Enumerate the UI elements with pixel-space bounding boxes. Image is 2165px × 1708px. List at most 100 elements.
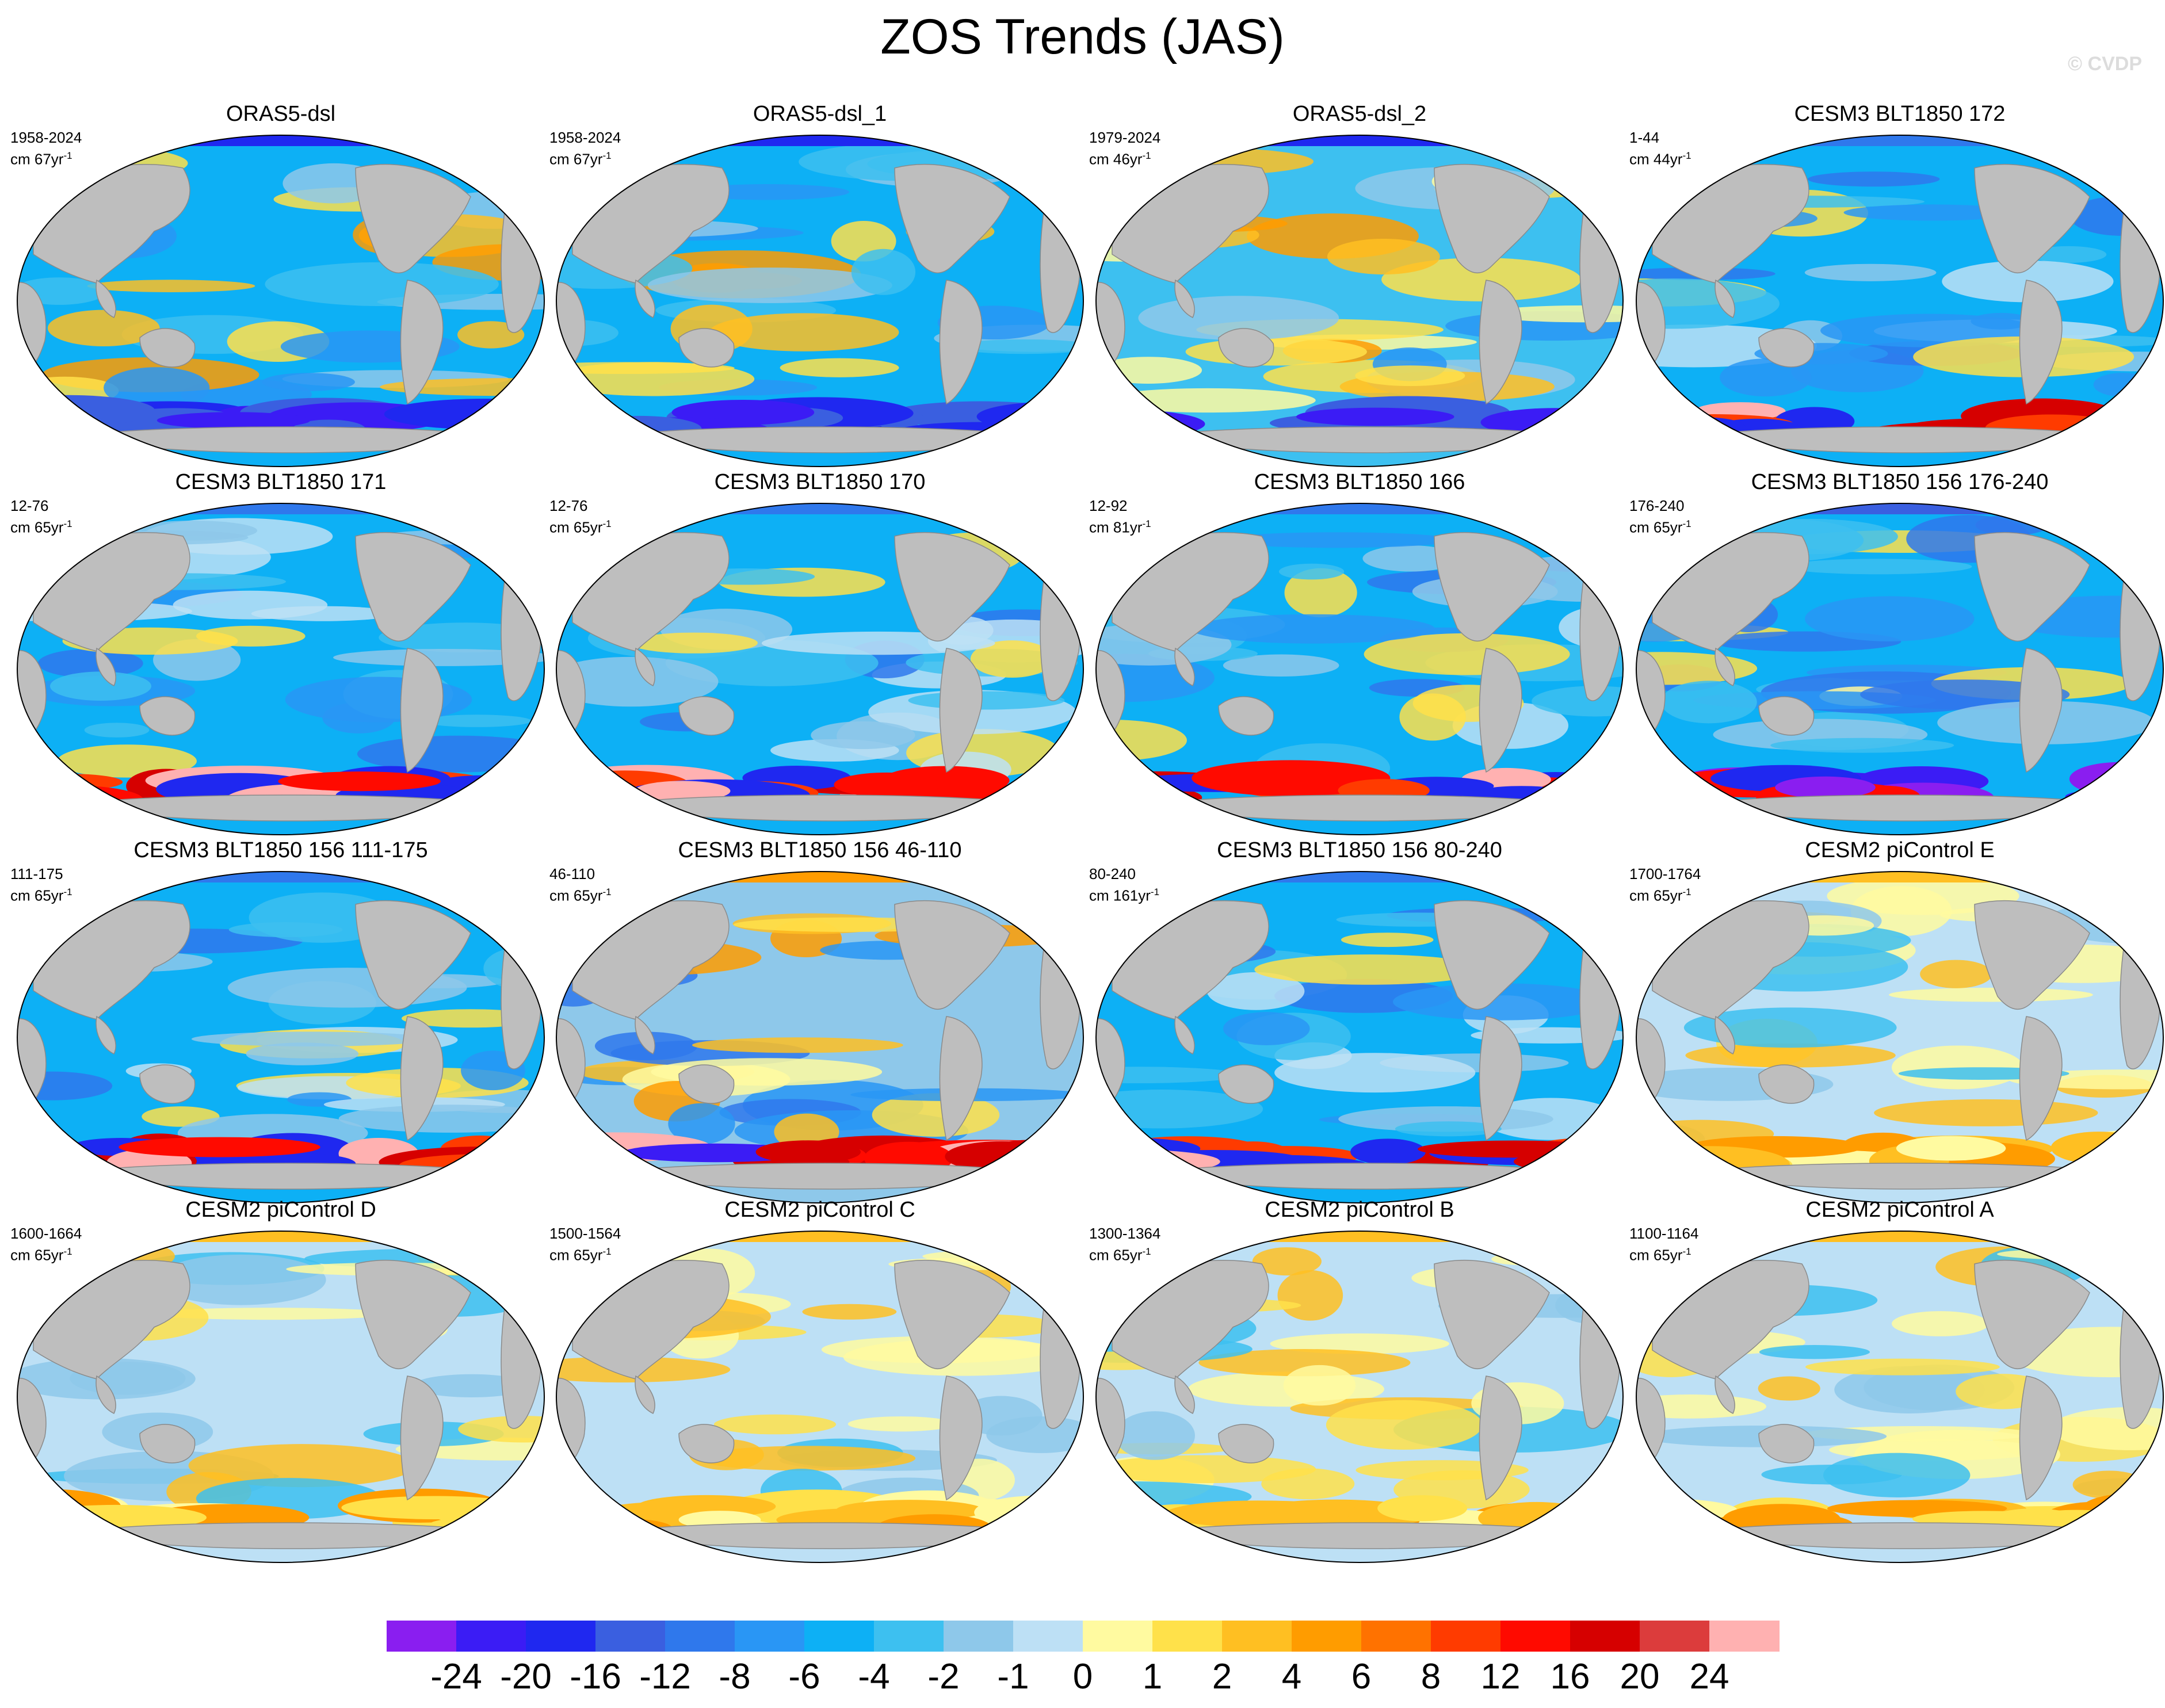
panel-units: cm 46yr-1 bbox=[1089, 150, 1151, 168]
land-mass bbox=[1156, 426, 1568, 453]
land-mass bbox=[1758, 696, 1815, 736]
southern-ocean-blob bbox=[1418, 1140, 1612, 1158]
panel-title: CESM3 BLT1850 156 80-240 bbox=[1217, 838, 1502, 862]
trend-blob bbox=[1823, 1453, 1971, 1497]
southern-ocean-blob bbox=[1296, 407, 1454, 426]
southern-ocean-blob bbox=[1377, 1495, 1468, 1522]
trend-blob bbox=[1326, 1400, 1483, 1450]
colorbar-swatch bbox=[1292, 1621, 1362, 1652]
map-outline bbox=[17, 1231, 545, 1563]
trend-blob bbox=[1636, 324, 1817, 368]
map-panel: CESM3 BLT1850 166 12-92 cm 81yr-1 bbox=[1089, 470, 1630, 846]
map-panel: ORAS5-dsl_1 1958-2024 cm 67yr-1 bbox=[549, 102, 1090, 477]
colorbar-tick-label: -20 bbox=[500, 1657, 552, 1696]
panel-units: cm 67yr-1 bbox=[549, 150, 612, 168]
ocean-trend-map bbox=[1636, 1231, 2164, 1563]
land-mass bbox=[96, 1375, 116, 1415]
panel-title: CESM3 BLT1850 156 111-175 bbox=[133, 838, 428, 862]
trend-blob bbox=[37, 649, 143, 678]
land-mass bbox=[1697, 426, 2108, 453]
colorbar-swatch bbox=[526, 1621, 596, 1652]
trend-blob bbox=[630, 632, 758, 654]
trend-blob bbox=[986, 1416, 1083, 1453]
land-mass bbox=[1174, 1375, 1195, 1415]
ocean-trend-map bbox=[1636, 135, 2164, 467]
trend-blob bbox=[2030, 246, 2107, 263]
colorbar-swatch bbox=[1570, 1621, 1640, 1652]
panel-years: 1979-2024 bbox=[1089, 129, 1161, 146]
panel-years: 111-175 bbox=[10, 865, 63, 882]
trend-blob bbox=[333, 649, 544, 666]
land-mass bbox=[1479, 1016, 1522, 1141]
trend-blob bbox=[1270, 1333, 1449, 1354]
southern-ocean-blob bbox=[119, 1137, 320, 1157]
map-outline bbox=[1095, 135, 1624, 467]
land-mass bbox=[78, 1163, 489, 1190]
land-mass bbox=[1697, 1522, 2108, 1549]
land-mass bbox=[635, 647, 655, 687]
colorbar-swatch bbox=[1709, 1621, 1780, 1652]
land-mass bbox=[1434, 532, 1550, 642]
land-mass bbox=[678, 696, 735, 736]
land-mass bbox=[1434, 1259, 1550, 1370]
colorbar-swatch bbox=[387, 1621, 457, 1652]
land-mass bbox=[2101, 167, 2140, 198]
panel-title: ORAS5-dsl_1 bbox=[753, 102, 887, 126]
map-panel: CESM2 piControl E 1700-1764 cm 65yr-1 bbox=[1629, 838, 2165, 1214]
trend-blob bbox=[1206, 972, 1305, 1010]
land-mass bbox=[894, 1259, 1010, 1370]
colorbar-tick-label: 16 bbox=[1550, 1657, 1590, 1696]
trend-blob bbox=[1892, 1045, 2024, 1090]
land-mass bbox=[2019, 1016, 2063, 1141]
southern-ocean-blob bbox=[834, 772, 940, 797]
map-panel: CESM2 piControl D 1600-1664 cm 65yr-1 bbox=[10, 1198, 551, 1573]
panel-units: cm 44yr-1 bbox=[1629, 150, 1691, 168]
land-mass bbox=[355, 532, 471, 642]
map-outline bbox=[1095, 503, 1624, 835]
colorbar-tick-label: -1 bbox=[997, 1657, 1029, 1696]
trend-blob bbox=[1283, 1365, 1356, 1406]
ocean-trend-map bbox=[17, 503, 545, 835]
land-mass bbox=[1434, 163, 1550, 274]
trend-blob bbox=[1834, 1366, 1985, 1413]
trend-blob bbox=[1096, 654, 1215, 702]
land-mass bbox=[1218, 1424, 1274, 1464]
map-outline bbox=[1095, 871, 1624, 1203]
land-mass bbox=[1479, 280, 1522, 405]
colorbar-tick-label: 24 bbox=[1689, 1657, 1729, 1696]
land-mass bbox=[1715, 647, 1735, 687]
ocean-trend-map bbox=[1636, 503, 2164, 835]
trend-blob bbox=[1254, 954, 1484, 985]
colorbar-tick-label: -24 bbox=[430, 1657, 482, 1696]
map-panel: ORAS5-dsl 1958-2024 cm 67yr-1 bbox=[10, 102, 551, 477]
trend-blob bbox=[1784, 559, 1972, 575]
colorbar-swatch bbox=[735, 1621, 805, 1652]
panel-years: 12-76 bbox=[549, 497, 588, 514]
colorbar-swatch bbox=[1013, 1621, 1083, 1652]
colorbar-tick-label: 2 bbox=[1212, 1657, 1232, 1696]
trend-blob bbox=[1660, 681, 1757, 724]
colorbar-swatch bbox=[456, 1621, 526, 1652]
land-mass bbox=[894, 163, 1010, 274]
land-mass bbox=[400, 648, 444, 773]
map-outline bbox=[17, 135, 545, 467]
land-mass bbox=[78, 794, 489, 821]
land-mass bbox=[939, 1375, 983, 1501]
trend-blob bbox=[1355, 365, 1465, 387]
trend-blob bbox=[1096, 1455, 1316, 1484]
southern-ocean-blob bbox=[755, 1140, 861, 1164]
trend-blob bbox=[1219, 532, 1454, 548]
trend-blob bbox=[953, 339, 1083, 354]
trend-blob bbox=[647, 268, 892, 303]
land-mass bbox=[139, 1064, 196, 1104]
land-mass bbox=[2019, 648, 2063, 773]
panel-units: cm 65yr-1 bbox=[549, 518, 612, 536]
trend-blob bbox=[908, 691, 1065, 710]
colorbar-tick-label: -4 bbox=[858, 1657, 890, 1696]
trend-blob bbox=[709, 313, 899, 351]
panel-years: 1958-2024 bbox=[549, 129, 621, 146]
trend-blob bbox=[811, 721, 915, 750]
trend-blob bbox=[380, 378, 544, 396]
trend-blob bbox=[1843, 204, 2021, 221]
land-mass bbox=[1021, 167, 1060, 198]
